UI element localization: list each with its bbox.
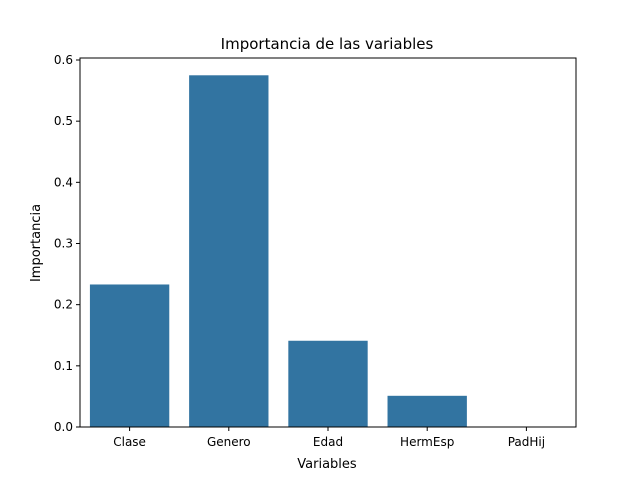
chart-title: Importancia de las variables (221, 35, 434, 53)
y-tick-label: 0.2 (54, 298, 73, 312)
y-tick-label: 0.6 (54, 53, 73, 67)
y-tick-label: 0.1 (54, 359, 73, 373)
bar-hermesp (387, 395, 467, 427)
x-tick-label: HermEsp (400, 435, 454, 449)
x-tick-label: Genero (207, 435, 251, 449)
x-axis: Clase Genero Edad HermEsp PadHij (113, 427, 545, 449)
y-tick-label: 0.0 (54, 420, 73, 434)
y-axis-label: Importancia (29, 204, 44, 282)
bar-clase (89, 284, 170, 427)
x-axis-label: Variables (297, 457, 357, 472)
bar-genero (189, 75, 269, 428)
bar-edad (288, 340, 368, 427)
y-tick-label: 0.5 (54, 114, 73, 128)
x-tick-label: Clase (113, 435, 146, 449)
y-axis: 0.0 0.1 0.2 0.3 0.4 0.5 0.6 (54, 53, 80, 434)
y-tick-label: 0.4 (54, 175, 73, 189)
x-tick-label: PadHij (508, 435, 545, 449)
x-tick-label: Edad (313, 435, 343, 449)
y-tick-label: 0.3 (54, 237, 73, 251)
bars-group (89, 75, 467, 428)
